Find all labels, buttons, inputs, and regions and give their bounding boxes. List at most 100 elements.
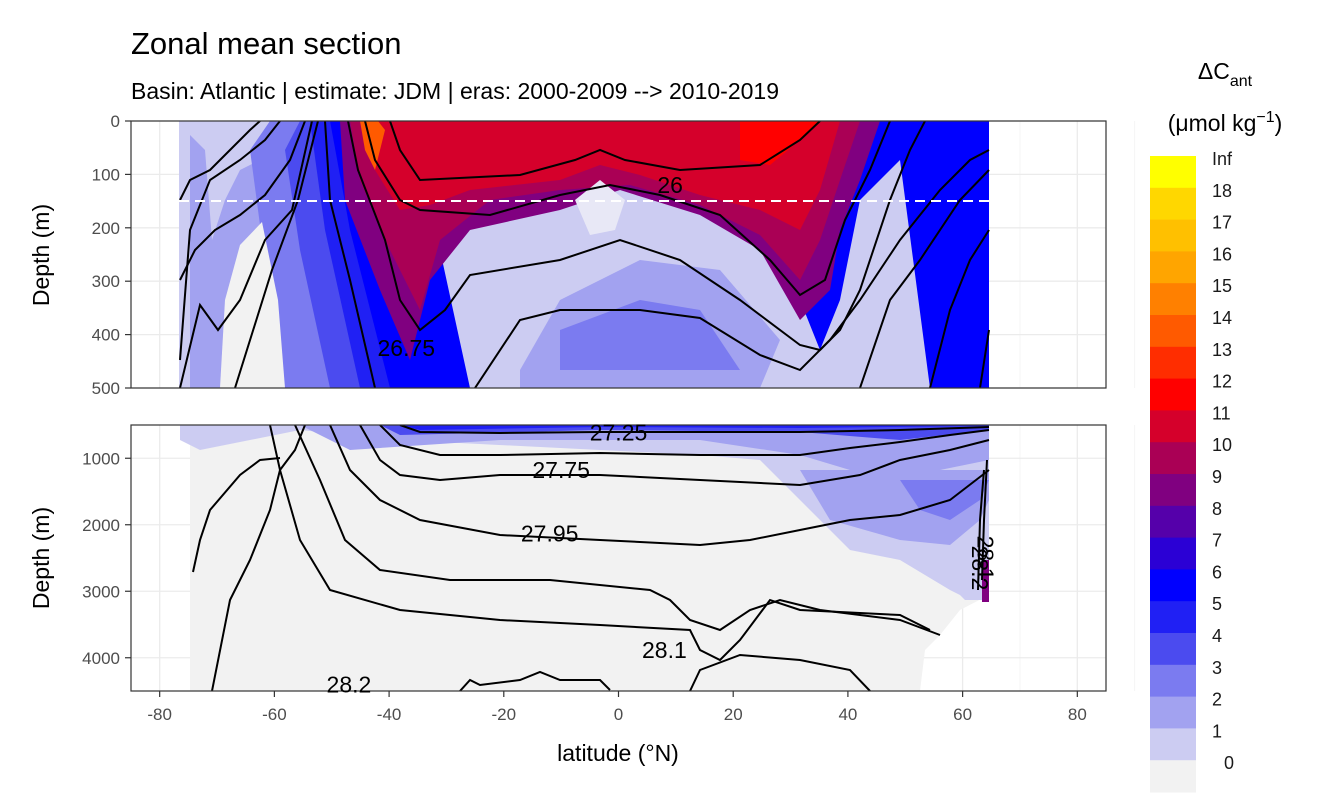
contour-line bbox=[347, 121, 926, 352]
contour-line bbox=[929, 229, 990, 388]
contour-line bbox=[359, 425, 990, 487]
legend-label: 3 bbox=[1212, 658, 1222, 678]
field-band-1 bbox=[180, 425, 989, 600]
legend-swatches bbox=[1150, 156, 1196, 793]
legend-label: 5 bbox=[1212, 594, 1222, 614]
legend-label: 11 bbox=[1212, 403, 1231, 423]
upper-panel-border bbox=[130, 120, 1107, 389]
legend-label: 16 bbox=[1212, 244, 1232, 264]
x-tick-label: -20 bbox=[492, 705, 517, 724]
field-nodata-hump bbox=[220, 222, 285, 388]
legend-swatch bbox=[1150, 187, 1196, 221]
legend-label: 1 bbox=[1212, 721, 1222, 741]
legend-units-close: ) bbox=[1275, 110, 1283, 136]
legend-swatch bbox=[1150, 760, 1196, 793]
legend-title: ΔCant bbox=[1198, 58, 1253, 90]
legend-swatch bbox=[1150, 283, 1196, 316]
legend-swatch bbox=[1150, 346, 1196, 380]
lower-contours bbox=[192, 425, 990, 691]
contour-line bbox=[179, 121, 281, 361]
x-axis: -80 -60 -40 -20 0 20 40 60 80 bbox=[147, 691, 1087, 724]
chart-subtitle: Basin: Atlantic | estimate: JDM | eras: … bbox=[131, 78, 779, 104]
legend-label: 0 bbox=[1224, 753, 1234, 773]
legend-units-main: (μmol kg bbox=[1168, 110, 1257, 136]
contour-line bbox=[211, 425, 306, 691]
legend-label: Inf bbox=[1212, 149, 1233, 169]
x-tick-label: -40 bbox=[377, 705, 402, 724]
y-tick-label: 100 bbox=[92, 165, 120, 184]
legend-swatch bbox=[1150, 696, 1196, 729]
legend-swatch bbox=[1150, 378, 1196, 411]
colorbar-legend: ΔCant (μmol kg−1) Inf1817161514131211109… bbox=[1150, 58, 1282, 793]
contour-line bbox=[459, 670, 611, 691]
contour-line bbox=[979, 329, 990, 388]
contour-line bbox=[179, 121, 306, 281]
contour-line bbox=[399, 425, 990, 435]
legend-swatch bbox=[1150, 633, 1196, 666]
contour-line bbox=[364, 121, 891, 297]
upper-y-axis: 0 100 200 300 400 500 bbox=[92, 112, 131, 398]
y-tick-label: 4000 bbox=[82, 649, 120, 668]
contour-label: 27.95 bbox=[521, 520, 579, 546]
contour-label: 27.25 bbox=[590, 419, 648, 445]
contour-line bbox=[294, 425, 941, 636]
y-axis-title-upper: Depth (m) bbox=[28, 204, 54, 306]
contour-line bbox=[234, 121, 319, 388]
lower-panel-field bbox=[180, 425, 990, 691]
contour-line bbox=[977, 469, 985, 591]
x-tick-label: -60 bbox=[262, 705, 287, 724]
legend-label: 14 bbox=[1212, 308, 1232, 328]
contour-label: 26.75 bbox=[378, 335, 436, 361]
contour-line bbox=[329, 425, 990, 547]
x-axis-title: latitude (°N) bbox=[557, 740, 679, 766]
y-tick-label: 500 bbox=[92, 379, 120, 398]
legend-swatch bbox=[1150, 315, 1196, 348]
lower-y-axis: 1000 2000 3000 4000 bbox=[82, 449, 131, 668]
field-nodata-body bbox=[190, 425, 989, 691]
y-tick-label: 400 bbox=[92, 326, 120, 345]
contour-line bbox=[324, 121, 376, 388]
legend-swatch bbox=[1150, 474, 1196, 507]
y-tick-label: 1000 bbox=[82, 449, 120, 468]
field-equator-light bbox=[575, 180, 625, 235]
legend-units: (μmol kg−1) bbox=[1168, 109, 1283, 136]
legend-label: 13 bbox=[1212, 340, 1232, 360]
x-tick-label: 80 bbox=[1068, 705, 1087, 724]
legend-title-sub: ant bbox=[1230, 73, 1253, 90]
upper-contours bbox=[179, 121, 990, 388]
contour-line bbox=[981, 459, 988, 581]
contour-label: 28.2 bbox=[327, 671, 372, 697]
legend-label: 8 bbox=[1212, 499, 1222, 519]
upper-panel-field bbox=[179, 121, 990, 388]
field-band-7 bbox=[982, 560, 989, 602]
field-band-2 bbox=[300, 425, 989, 480]
field-band-6 bbox=[400, 425, 989, 430]
upper-panel: 0 100 200 300 400 500 bbox=[92, 112, 1136, 398]
contour-label: 27.75 bbox=[532, 457, 590, 483]
y-tick-label: 2000 bbox=[82, 516, 120, 535]
legend-swatch bbox=[1150, 505, 1196, 539]
legend-swatch bbox=[1150, 442, 1196, 475]
legend-swatch bbox=[1150, 156, 1196, 189]
y-tick-label: 200 bbox=[92, 219, 120, 238]
legend-swatch bbox=[1150, 728, 1196, 761]
x-tick-label: 60 bbox=[953, 705, 972, 724]
contour-line bbox=[389, 121, 821, 182]
field-warm-5 bbox=[360, 121, 385, 170]
legend-label: 7 bbox=[1212, 531, 1222, 551]
legend-units-exp: −1 bbox=[1256, 109, 1274, 126]
legend-swatch bbox=[1150, 537, 1196, 570]
legend-label: 18 bbox=[1212, 181, 1232, 201]
lower-panel: 1000 2000 3000 4000 bbox=[82, 424, 1136, 692]
y-tick-label: 3000 bbox=[82, 582, 120, 601]
field-band-4 bbox=[900, 480, 989, 520]
legend-swatch bbox=[1150, 410, 1196, 443]
contour-label: 28.1 bbox=[642, 637, 687, 663]
y-tick-label: 0 bbox=[111, 112, 120, 131]
legend-swatch bbox=[1150, 251, 1196, 284]
contour-line bbox=[689, 653, 871, 691]
x-tick-label: 20 bbox=[724, 705, 743, 724]
